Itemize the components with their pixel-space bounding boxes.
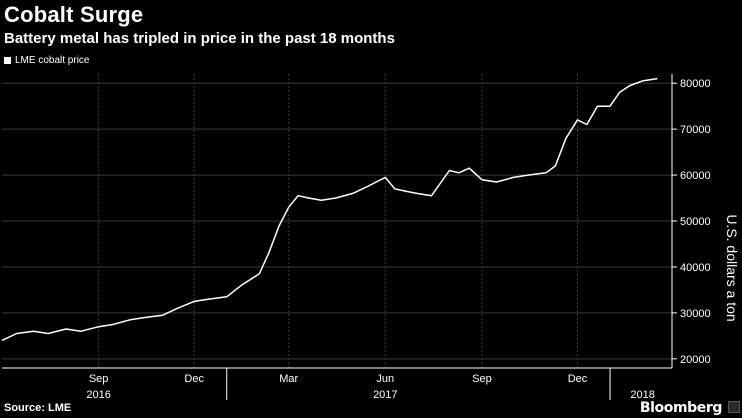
y-tick-label: 40000 [680,262,711,274]
x-year-label: 2017 [373,389,397,401]
y-tick-label: 20000 [680,354,711,366]
chart-subtitle: Battery metal has tripled in price in th… [4,30,395,47]
x-tick-label: Sep [89,373,109,385]
brand-logo: Bloomberg [639,400,723,416]
series-layer [1,77,658,342]
legend-swatch [4,57,11,64]
chart-title: Cobalt Surge [4,2,144,27]
legend-label: LME cobalt price [15,55,90,66]
y-tick-label: 80000 [680,78,711,90]
x-year-label: 2018 [630,389,654,401]
brand-square-icon [728,401,740,413]
y-tick-label: 70000 [680,124,711,136]
series-line [1,77,658,342]
y-axis-label: U.S. dollars a ton [724,214,740,321]
x-tick-label: Dec [184,373,204,385]
y-tick-label: 50000 [680,216,711,228]
x-tick-label: Jun [376,373,394,385]
x-tick-label: Mar [279,373,298,385]
x-tick-label: Sep [472,373,492,385]
axes: 20000 30000 40000 50000 60000 70000 80000 Sep De… [2,74,711,401]
x-tick-label: Dec [568,373,588,385]
x-year-label: 2016 [86,389,110,401]
y-tick-label: 60000 [680,170,711,182]
y-tick-label: 30000 [680,308,711,320]
legend: LME cobalt price [4,55,89,66]
source-note: Source: LME [4,402,72,414]
grid [2,74,672,368]
